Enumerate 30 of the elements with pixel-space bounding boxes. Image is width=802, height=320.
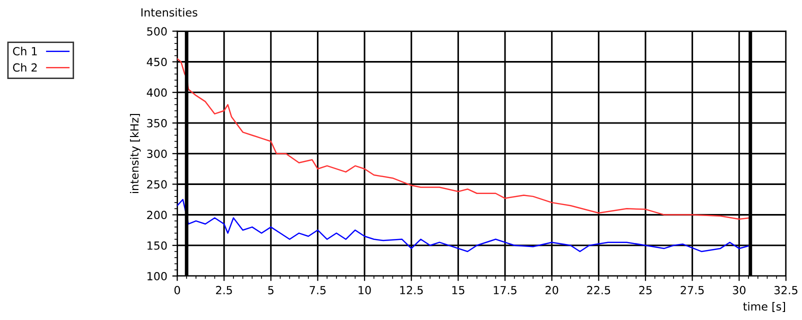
chart-title: Intensities	[141, 8, 198, 17]
x-tick-label: 27.5	[680, 286, 704, 294]
x-tick-label: 20	[546, 286, 558, 294]
x-tick-label: 7.5	[310, 286, 326, 294]
y-tick-label: 100	[148, 272, 167, 280]
x-tick-label: 32.5	[774, 286, 798, 294]
x-tick-label: 12.5	[400, 286, 423, 294]
x-tick-label: 5	[268, 286, 274, 294]
x-axis-title: time [s]	[743, 302, 786, 312]
x-tick-label: 22.5	[587, 286, 610, 294]
legend-label: Ch 1	[13, 46, 37, 56]
x-tick-label: 15	[452, 286, 464, 294]
y-tick-label: 250	[147, 180, 167, 189]
y-axis-title: intensity [kHz]	[130, 114, 141, 194]
y-tick-label: 150	[148, 241, 167, 250]
line-series	[177, 58, 751, 220]
x-tick-label: 2.5	[216, 286, 232, 294]
x-tick-label: 25	[639, 286, 652, 294]
y-tick-label: 350	[147, 118, 167, 128]
line-series	[177, 198, 751, 252]
legend-label: Ch 2	[13, 63, 37, 72]
y-tick-label: 400	[146, 88, 167, 97]
x-tick-label: 10	[358, 286, 371, 294]
y-tick-label: 500	[147, 27, 167, 36]
x-tick-label: 0	[174, 286, 180, 294]
x-tick-label: 17.5	[494, 286, 516, 294]
y-tick-label: 300	[147, 150, 167, 158]
y-tick-label: 450	[146, 58, 167, 66]
y-tick-label: 200	[147, 210, 167, 220]
x-tick-label: 30	[732, 286, 746, 294]
